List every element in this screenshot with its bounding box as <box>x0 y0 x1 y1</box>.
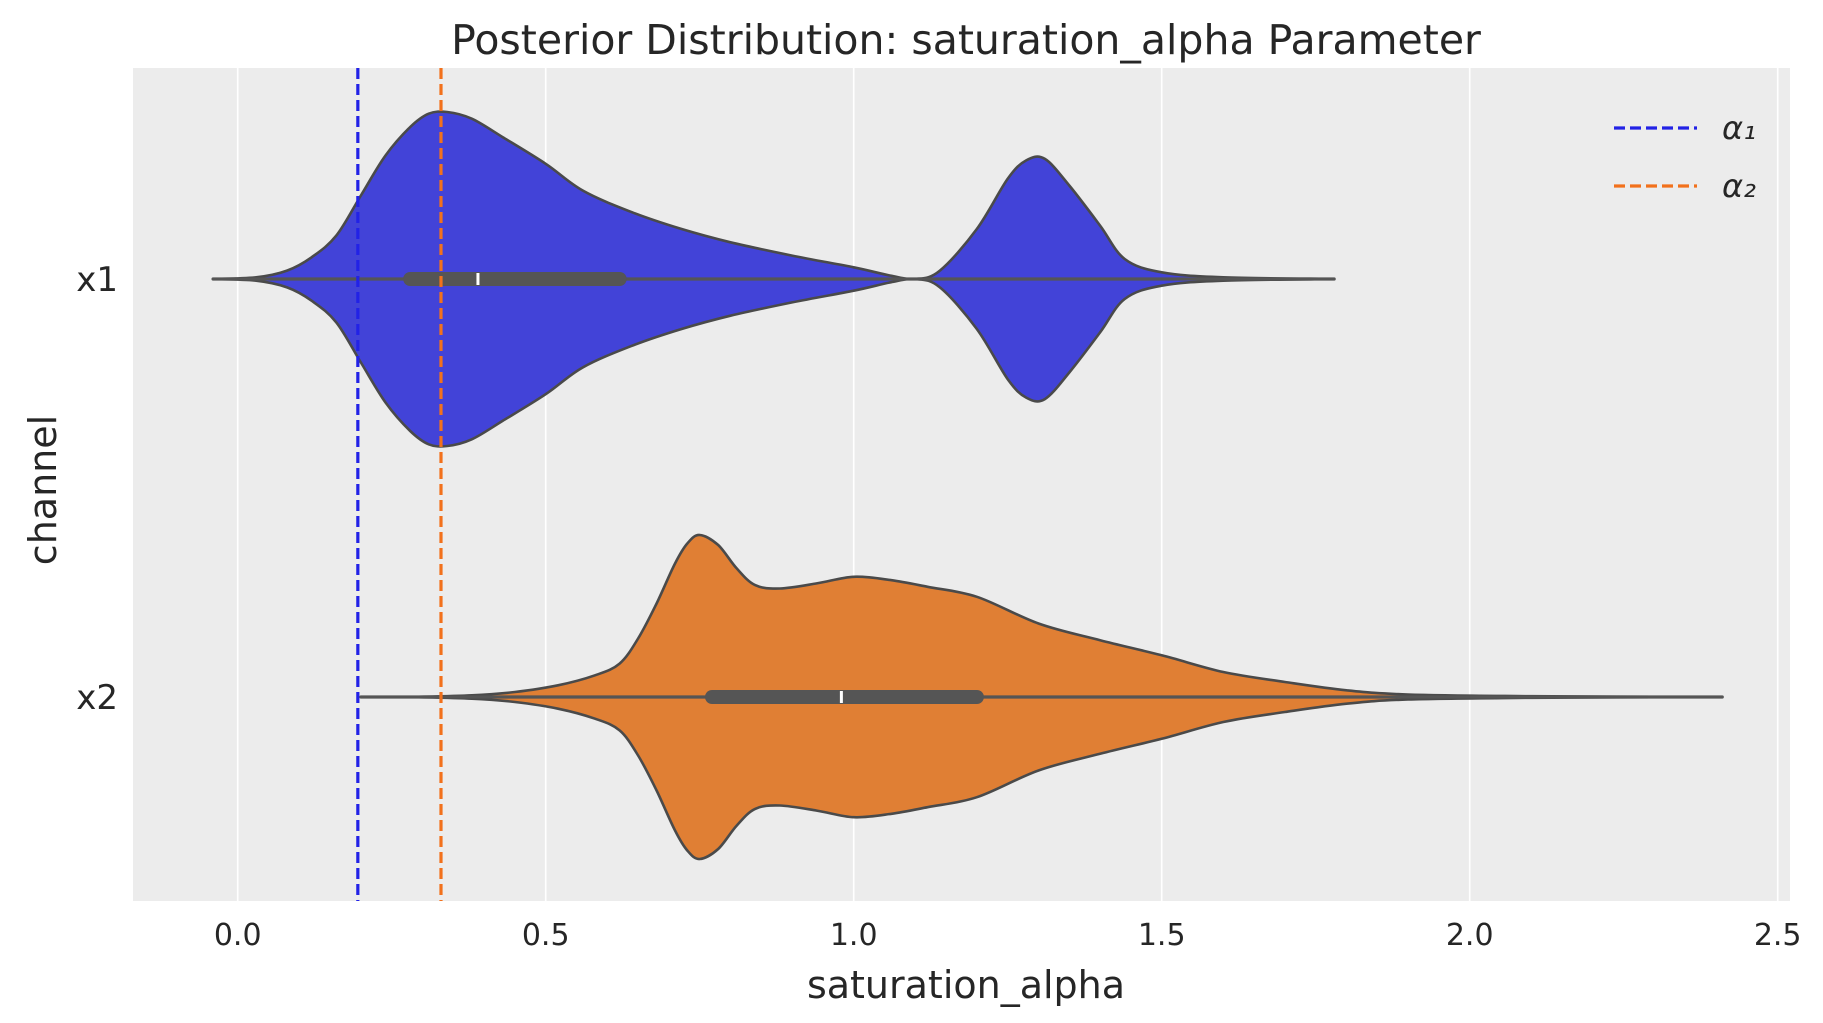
x-tick-label: 0.5 <box>522 918 570 953</box>
x-tick-labels: 0.0 0.5 1.0 1.5 2.0 2.5 <box>214 918 1802 953</box>
legend-label-2: α₂ <box>1722 167 1756 205</box>
x-tick-label: 0.0 <box>214 918 262 953</box>
violins <box>211 110 1724 861</box>
x-axis-label: saturation_alpha <box>807 963 1125 1007</box>
x-tick-label: 2.0 <box>1446 918 1494 953</box>
legend-label-1: α₁ <box>1722 109 1756 147</box>
y-axis-label: channel <box>21 415 65 565</box>
x-tick-label: 2.5 <box>1754 918 1802 953</box>
x-tick-label: 1.5 <box>1138 918 1186 953</box>
reference-lines <box>356 68 443 901</box>
legend: α₁ α₂ <box>1614 109 1756 205</box>
category-label-x2: x2 <box>76 678 118 718</box>
category-labels: x1 x2 <box>76 260 118 718</box>
chart-title: Posterior Distribution: saturation_alpha… <box>451 16 1481 64</box>
x-tick-label: 1.0 <box>830 918 878 953</box>
category-label-x1: x1 <box>76 260 118 300</box>
